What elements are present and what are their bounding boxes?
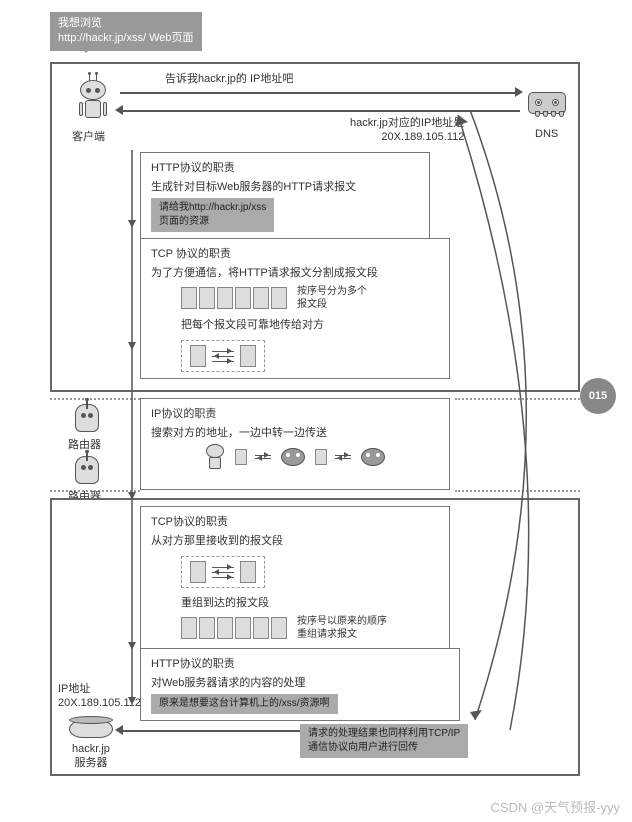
mini-router-icon bbox=[279, 445, 307, 469]
http-protocol-box-2: HTTP协议的职责 对Web服务器请求的内容的处理 原来是想要这台计算机上的/x… bbox=[140, 648, 460, 721]
segments-icon bbox=[181, 287, 287, 309]
server-name-label: hackr.jp 服务器 bbox=[72, 742, 110, 771]
tcp2-note: 按序号以原来的顺序 重组请求报文 bbox=[297, 615, 387, 641]
http2-desc: 对Web服务器请求的内容的处理 bbox=[151, 674, 449, 690]
client-label: 客户端 bbox=[72, 128, 105, 144]
router-icon bbox=[70, 400, 104, 438]
server-icon bbox=[66, 716, 116, 742]
tcp1-note: 按序号分为多个 报文段 bbox=[297, 285, 367, 311]
dns-query-arrow bbox=[120, 92, 520, 94]
dns-response-arrow bbox=[120, 110, 520, 112]
tcp2-desc: 从对方那里接收到的报文段 bbox=[151, 532, 439, 548]
ip-routing-diagram bbox=[151, 444, 439, 470]
arrow-head-icon bbox=[110, 105, 123, 115]
ip-desc: 搜索对方的地址，一边中转一边传送 bbox=[151, 424, 439, 440]
server-ip-info: IP地址 20X.189.105.112 bbox=[58, 682, 141, 711]
mini-router-icon bbox=[359, 445, 387, 469]
dns-label: DNS bbox=[535, 128, 558, 140]
page-number-badge: 015 bbox=[580, 378, 616, 414]
thought-line1: 我想浏览 bbox=[58, 16, 194, 31]
dns-icon bbox=[525, 88, 569, 118]
dns-response-text: hackr.jp对应的IP地址是 20X.189.105.112 bbox=[350, 116, 464, 145]
ip-title: IP协议的职责 bbox=[151, 405, 439, 421]
http1-callout: 请给我http://hackr.jp/xss 页面的资源 bbox=[151, 198, 274, 232]
tcp2-title: TCP协议的职责 bbox=[151, 513, 439, 529]
ip-protocol-box: IP协议的职责 搜索对方的地址，一边中转一边传送 bbox=[140, 398, 450, 490]
watermark-text: CSDN @天气预报-yyy bbox=[491, 797, 620, 816]
transfer-diagram bbox=[181, 340, 265, 372]
dotted-divider bbox=[455, 398, 580, 400]
thought-line2: http://hackr.jp/xss/ Web页面 bbox=[58, 31, 194, 46]
tcp1-desc2: 把每个报文段可靠地传给对方 bbox=[181, 316, 439, 332]
arrow-head-icon bbox=[110, 725, 123, 735]
tcp2-desc2: 重组到达的报文段 bbox=[181, 594, 439, 610]
response-arrow bbox=[120, 730, 320, 732]
http1-title: HTTP协议的职责 bbox=[151, 159, 419, 175]
tcp1-desc: 为了方便通信，将HTTP请求报文分割成报文段 bbox=[151, 264, 439, 280]
client-icon bbox=[75, 80, 111, 120]
dotted-divider bbox=[455, 490, 580, 492]
http2-title: HTTP协议的职责 bbox=[151, 655, 449, 671]
tcp-protocol-box-2: TCP协议的职责 从对方那里接收到的报文段 重组到达的报文段 按序号以原来的顺序… bbox=[140, 506, 450, 649]
dns-query-text: 告诉我hackr.jp的 IP地址吧 bbox=[165, 70, 293, 86]
http-protocol-box-1: HTTP协议的职责 生成针对目标Web服务器的HTTP请求报文 请给我http:… bbox=[140, 152, 430, 239]
segments-icon bbox=[181, 617, 287, 639]
tcp-protocol-box-1: TCP 协议的职责 为了方便通信，将HTTP请求报文分割成报文段 按序号分为多个… bbox=[140, 238, 450, 379]
mini-client-icon bbox=[203, 444, 227, 470]
arrow-head-icon bbox=[515, 87, 528, 97]
response-note: 请求的处理结果也同样利用TCP/IP 通信协议向用户进行回传 bbox=[300, 724, 468, 758]
tcp1-title: TCP 协议的职责 bbox=[151, 245, 439, 261]
http2-callout: 原来是想要这台计算机上的/xss/资源啊 bbox=[151, 694, 338, 714]
thought-bubble: 我想浏览 http://hackr.jp/xss/ Web页面 bbox=[50, 12, 202, 51]
router-icon bbox=[70, 452, 104, 490]
http1-desc: 生成针对目标Web服务器的HTTP请求报文 bbox=[151, 178, 419, 194]
receive-diagram bbox=[181, 556, 265, 588]
